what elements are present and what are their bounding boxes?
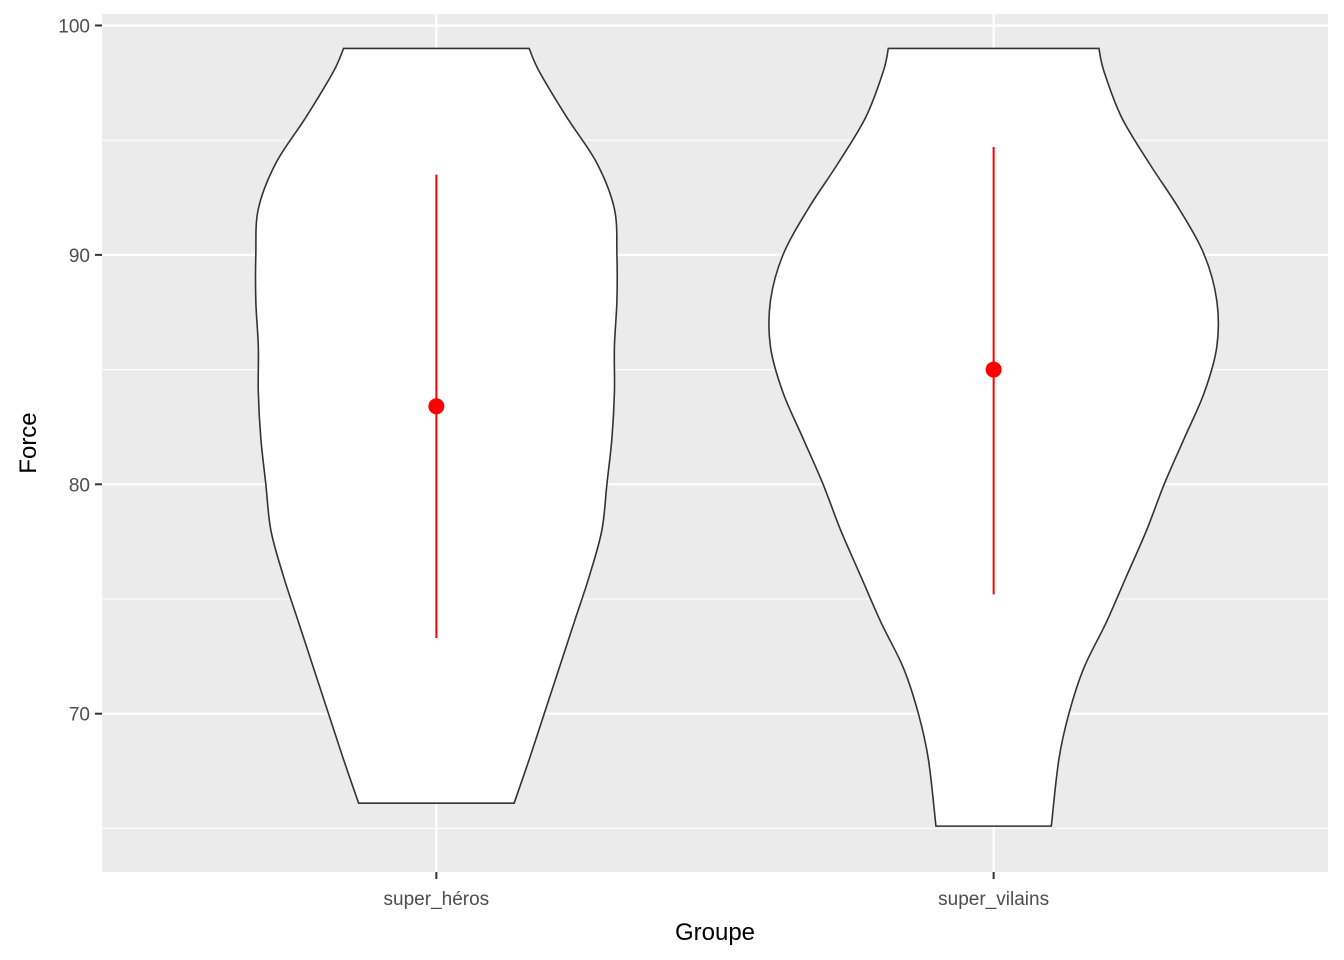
y-tick-label: 70 xyxy=(69,705,90,726)
y-axis-title: Force xyxy=(15,412,42,473)
x-axis: super_héros super_vilains xyxy=(384,872,1050,910)
summary-mean-point xyxy=(428,398,444,414)
y-tick-label: 80 xyxy=(69,475,90,496)
y-axis: 70 80 90 100 xyxy=(58,16,102,725)
y-tick-label: 100 xyxy=(58,16,90,37)
x-tick-label: super_vilains xyxy=(938,889,1049,910)
y-tick-label: 90 xyxy=(69,246,90,267)
x-axis-title: Groupe xyxy=(675,919,755,946)
x-tick-label: super_héros xyxy=(384,889,490,910)
summary-mean-point xyxy=(986,362,1002,378)
